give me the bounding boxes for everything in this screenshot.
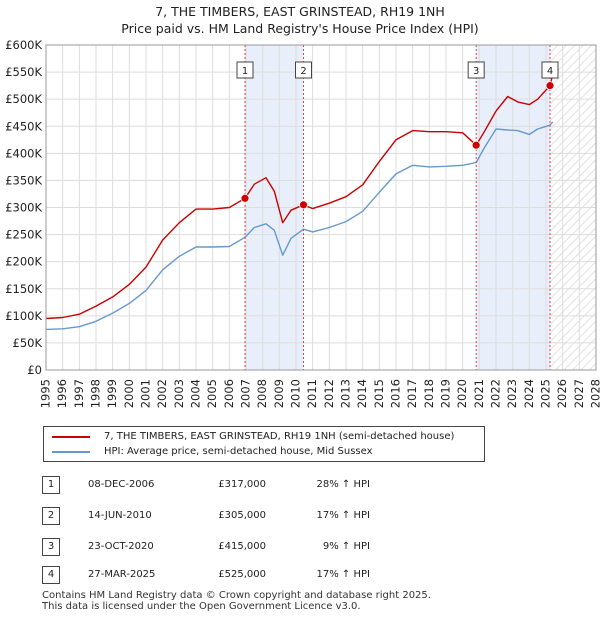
chart-title-line1: 7, THE TIMBERS, EAST GRINSTEAD, RH19 1NH (155, 4, 445, 19)
sale-date: 08-DEC-2006 (88, 479, 155, 490)
sale-price: £415,000 (218, 541, 266, 552)
x-tick-label: 2004 (189, 379, 203, 408)
x-tick-label: 2005 (205, 379, 219, 408)
x-tick-label: 2003 (172, 379, 186, 408)
x-tick-label: 2022 (489, 379, 503, 408)
x-tick-label: 2012 (322, 379, 336, 408)
y-tick-label: £100K (5, 309, 42, 323)
sale-marker-label: 1 (242, 66, 248, 77)
sale-marker-box (295, 61, 312, 79)
sale-number-badge: 1 (42, 476, 60, 494)
sale-point (299, 200, 308, 210)
sale-hpi-change: 17% ↑ HPI (316, 510, 370, 521)
x-tick-label: 2006 (222, 379, 236, 408)
sale-date: 27-MAR-2025 (88, 569, 156, 580)
sale-point (471, 140, 481, 150)
x-tick-label: 2014 (355, 379, 369, 408)
y-tick-label: £450K (5, 119, 42, 133)
x-tick-label: 2020 (455, 379, 469, 408)
sale-number-badge: 3 (42, 538, 60, 556)
x-tick-label: 2015 (372, 379, 386, 408)
price-chart: 1 2 3 4 £0 £50K £100K £150K £200K £250K £300K £350… (5, 38, 600, 408)
footer-line2: This data is licensed under the Open Gov… (42, 601, 361, 612)
x-tick-label: 2009 (272, 379, 286, 408)
sale-price: £317,000 (218, 479, 266, 490)
y-tick-label: £50K (13, 336, 43, 350)
series-line-hpi (45, 121, 554, 331)
y-tick-label: £350K (5, 173, 42, 187)
sale-price: £305,000 (218, 510, 266, 521)
legend-swatch-property (52, 436, 90, 438)
sale-row: 2 14-JUN-2010 £305,000 17% ↑ HPI (0, 507, 600, 525)
x-tick-label: 2021 (472, 379, 486, 408)
x-tick-label: 2025 (539, 379, 553, 408)
chart-title-line2: Price paid vs. HM Land Registry's House … (121, 21, 479, 36)
y-tick-label: £550K (5, 65, 42, 79)
sale-hpi-change: 17% ↑ HPI (316, 569, 370, 580)
sale-marker-label: 2 (300, 66, 306, 77)
y-tick-label: £600K (5, 38, 42, 52)
x-tick-label: 2011 (305, 379, 319, 408)
legend-label-property: 7, THE TIMBERS, EAST GRINSTEAD, RH19 1NH… (104, 431, 455, 442)
sale-date: 23-OCT-2020 (88, 541, 154, 552)
x-tick-label: 1997 (72, 379, 86, 408)
x-tick-label: 2001 (139, 379, 153, 408)
sale-date: 14-JUN-2010 (88, 510, 152, 521)
sale-marker-box (541, 61, 559, 79)
x-tick-label: 2013 (339, 379, 353, 408)
plot-frame (45, 44, 597, 371)
x-tick-label: 1999 (105, 379, 119, 408)
legend: 7, THE TIMBERS, EAST GRINSTEAD, RH19 1NH… (43, 426, 485, 462)
x-tick-label: 2010 (289, 379, 303, 408)
footer-line1: Contains HM Land Registry data © Crown c… (42, 590, 431, 601)
x-tick-label: 2026 (555, 379, 569, 408)
sale-number-badge: 4 (42, 566, 60, 584)
sale-row: 3 23-OCT-2020 £415,000 9% ↑ HPI (0, 538, 600, 556)
y-tick-label: £300K (5, 201, 42, 215)
sale-number-badge: 2 (42, 507, 60, 525)
legend-label-hpi: HPI: Average price, semi-detached house,… (104, 446, 373, 457)
sale-marker-box (467, 61, 485, 79)
sale-marker-label: 4 (547, 66, 553, 77)
x-tick-label: 1995 (39, 379, 53, 408)
y-tick-label: £500K (5, 92, 42, 106)
sale-point (545, 81, 555, 91)
y-tick-label: £200K (5, 255, 42, 269)
sale-marker-box (236, 61, 254, 79)
sale-hpi-change: 28% ↑ HPI (316, 479, 370, 490)
x-tick-label: 2028 (589, 379, 600, 408)
y-tick-label: £250K (5, 228, 42, 242)
sale-row: 1 08-DEC-2006 £317,000 28% ↑ HPI (0, 476, 600, 494)
x-tick-label: 2007 (239, 379, 253, 408)
sale-row: 4 27-MAR-2025 £525,000 17% ↑ HPI (0, 566, 600, 584)
x-tick-label: 1996 (55, 379, 69, 408)
x-tick-label: 2019 (439, 379, 453, 408)
footer-attribution: Contains HM Land Registry data © Crown c… (42, 590, 431, 612)
x-tick-label: 2008 (255, 379, 269, 408)
x-tick-label: 2017 (405, 379, 419, 408)
x-tick-label: 2016 (389, 379, 403, 408)
x-tick-label: 2000 (122, 379, 136, 408)
y-tick-label: £0 (27, 363, 42, 377)
x-tick-label: 2023 (505, 379, 519, 408)
y-tick-label: £400K (5, 146, 42, 160)
sale-price: £525,000 (218, 569, 266, 580)
sale-marker-label: 3 (473, 66, 479, 77)
sale-hpi-change: 9% ↑ HPI (322, 541, 370, 552)
x-tick-label: 2002 (155, 379, 169, 408)
x-tick-label: 2018 (422, 379, 436, 408)
y-tick-label: £150K (5, 282, 42, 296)
x-tick-label: 2027 (572, 379, 586, 408)
chart-title: 7, THE TIMBERS, EAST GRINSTEAD, RH19 1NH… (0, 3, 600, 37)
x-tick-label: 1998 (89, 379, 103, 408)
sale-point (240, 193, 250, 203)
x-tick-label: 2024 (522, 379, 536, 408)
legend-swatch-hpi (52, 451, 90, 453)
series-line-property (45, 74, 554, 320)
